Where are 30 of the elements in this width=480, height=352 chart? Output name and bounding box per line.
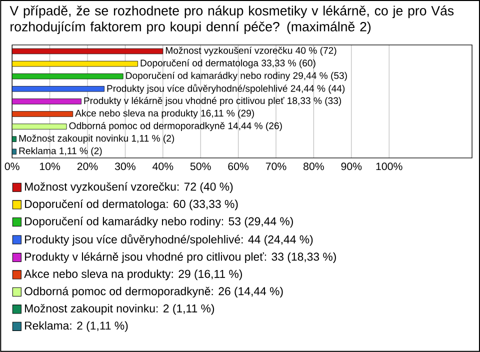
x-tick-label: 0% — [4, 162, 20, 170]
legend-label: Možnost vyzkoušení vzorečku: 72 (40 %) — [25, 182, 233, 194]
chart-title: V případě, že se rozhodnete pro nákup kosmetiky v lékárně, co je pro Vás rozhodujícím faktorem pro koupi denní péče? (maximálně 2) — [10, 6, 454, 34]
x-tick-label: 50% — [190, 162, 211, 170]
x-tick-label: 100% — [376, 162, 402, 170]
x-tick-label: 10% — [40, 162, 60, 170]
data-label: Odborná pomoc od dermoporadkyně 14,44 % (26) — [69, 122, 282, 132]
x-tick-label: 30% — [114, 162, 136, 170]
data-label: Akce nebo sleva na produkty 16,11 % (29) — [75, 110, 254, 119]
x-tick-label: 70% — [266, 162, 286, 170]
legend-label: Doporučení od dermatologa: 60 (33,33 %) — [25, 200, 238, 210]
legend-label: Doporučení od kamarádky nebo rodiny: 53 (29,44 %) — [25, 216, 293, 228]
data-label: Reklama 1,11 % (2) — [19, 147, 102, 156]
legend-label: Možnost zakoupit novinku: 2 (1,11 %) — [25, 304, 214, 315]
data-label: Doporučení od dermatologa 33,33 % (60) — [140, 59, 316, 68]
legend-label: Reklama: 2 (1,11 %) — [25, 321, 128, 332]
x-tick-label: 60% — [228, 162, 249, 170]
legend-label: Produkty v lékárně jsou vhodné pro citlivou pleť: 33 (18,33 %) — [25, 252, 336, 264]
x-tick-label: 80% — [304, 162, 324, 170]
data-label: Produkty v lékárně jsou vhodné pro citlivou pleť 18,33 % (33) — [84, 96, 342, 106]
x-tick-label: 90% — [341, 162, 362, 170]
data-label: Produkty jsou více důvěryhodné/spolehlivé 24,44 % (44) — [107, 84, 345, 94]
x-tick-label: 20% — [77, 162, 98, 170]
data-label: Možnost vyzkoušení vzorečku 40 % (72) — [166, 46, 336, 56]
legend-label: Odborná pomoc od dermoporadkyně: 26 (14,44 %) — [24, 286, 283, 298]
legend-label: Akce nebo sleva na produkty: 29 (16,11 %) — [24, 270, 242, 280]
x-tick-label: 40% — [152, 162, 174, 170]
data-label: Doporučení od kamarádky nebo rodiny 29,44 % (53) — [126, 72, 347, 81]
data-label: Možnost zakoupit novinku 1,11 % (2) — [19, 134, 174, 144]
legend-label: Produkty jsou více důvěryhodné/spolehlivé: 44 (24,44 %) — [25, 234, 313, 246]
